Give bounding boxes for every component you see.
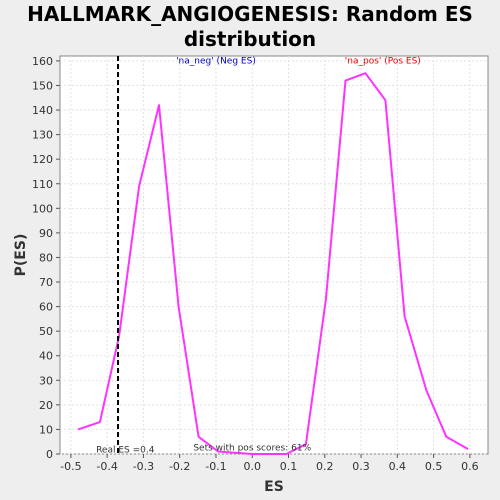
y-tick-label: 130 — [32, 129, 53, 142]
y-tick-label: 60 — [39, 301, 53, 314]
x-tick-label: -0.1 — [205, 460, 226, 473]
x-tick-label: 0.5 — [425, 460, 443, 473]
x-tick-label: -0.4 — [96, 460, 117, 473]
y-tick-label: 0 — [46, 448, 53, 461]
y-tick-label: 90 — [39, 227, 53, 240]
plot-area — [59, 55, 489, 455]
chart-annotation: Sets with pos scores: 61% — [193, 444, 311, 454]
annotations: 'na_neg' (Neg ES) 'na_pos' (Pos ES) Real E… — [96, 56, 421, 455]
x-tick-label: -0.5 — [60, 460, 81, 473]
y-tick-label: 20 — [39, 399, 53, 412]
y-tick-label: 100 — [32, 202, 53, 215]
y-tick-label: 70 — [39, 276, 53, 289]
y-tick-label: 30 — [39, 374, 53, 387]
x-tick-label: 0.2 — [316, 460, 334, 473]
y-tick-label: 120 — [32, 153, 53, 166]
chart-annotation: Real ES =0.4 — [96, 446, 155, 456]
chart-annotation: 'na_neg' (Neg ES) — [176, 56, 256, 66]
es-distribution-line — [77, 72, 469, 455]
x-tick-label: 0.3 — [352, 460, 370, 473]
x-tick-label: -0.3 — [133, 460, 154, 473]
y-tick-label: 110 — [32, 178, 53, 191]
y-tick-label: 160 — [32, 55, 53, 68]
chart-annotation: 'na_pos' (Pos ES) — [345, 56, 421, 66]
x-tick-label: 0.4 — [389, 460, 407, 473]
y-tick-label: 150 — [32, 79, 53, 92]
x-axis-title: ES — [264, 479, 284, 495]
y-tick-label: 10 — [39, 423, 53, 436]
x-tick-label: 0.6 — [461, 460, 479, 473]
axes: -0.5 -0.4 -0.3 -0.2 -0.1 0.0 0.1 0.2 0.3 0.4 0.5 0.… — [32, 55, 479, 473]
y-tick-label: 80 — [39, 251, 53, 264]
y-axis-title: P(ES) — [13, 234, 29, 277]
y-tick-label: 40 — [39, 350, 53, 363]
y-tick-label: 140 — [32, 104, 53, 117]
x-tick-label: -0.2 — [169, 460, 190, 473]
grid-lines — [60, 56, 488, 455]
series-layer — [77, 56, 469, 455]
chart-title: HALLMARK_ANGIOGENESIS: Random ES distrib… — [27, 2, 473, 51]
x-tick-label: 0.0 — [243, 460, 261, 473]
y-tick-label: 50 — [39, 325, 53, 338]
x-tick-label: 0.1 — [280, 460, 298, 473]
